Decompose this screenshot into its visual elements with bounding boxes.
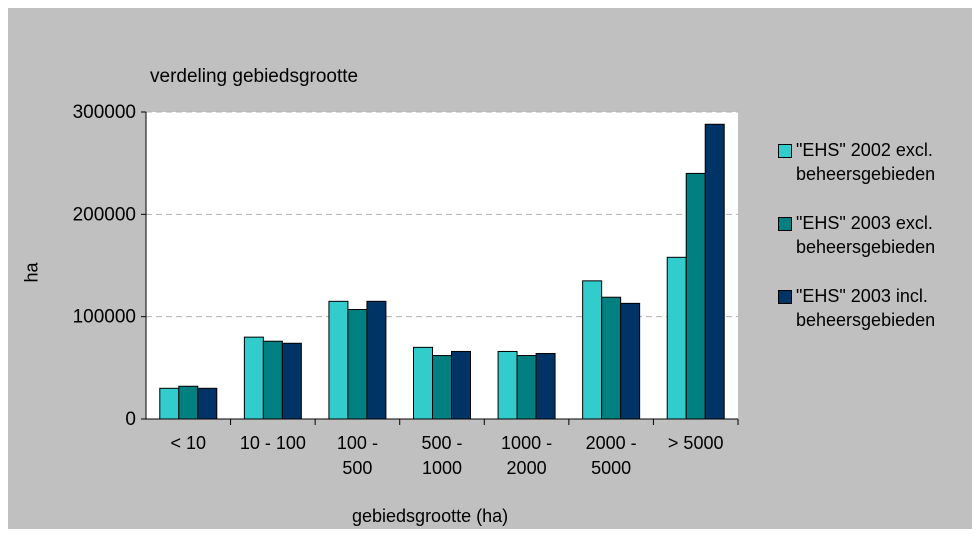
y-tick-label: 0 [125, 409, 136, 430]
legend: "EHS" 2002 excl. beheersgebieden "EHS" 2… [778, 138, 978, 357]
bar [516, 355, 537, 420]
legend-entry: "EHS" 2003 excl. beheersgebieden [778, 211, 978, 261]
bar [366, 300, 387, 420]
x-tick-label: < 10 [171, 433, 207, 453]
bar [432, 355, 452, 420]
bar [601, 296, 622, 420]
legend-swatch [778, 144, 792, 158]
bar [413, 346, 433, 420]
bar [685, 172, 706, 420]
y-tick-label: 200000 [73, 204, 136, 225]
x-tick-label: 2000 -5000 [586, 433, 637, 478]
y-tick-label: 300000 [73, 102, 136, 123]
x-tick-label: > 5000 [668, 433, 724, 453]
bar [497, 350, 518, 420]
legend-label: "EHS" 2002 excl. beheersgebieden [796, 140, 936, 184]
bar [281, 342, 302, 420]
y-tick-label: 100000 [73, 307, 136, 328]
bar [328, 300, 349, 420]
bar [347, 309, 368, 420]
legend-label: "EHS" 2003 excl. beheersgebieden [796, 213, 936, 257]
legend-entry: "EHS" 2002 excl. beheersgebieden [778, 138, 978, 188]
x-tick-label: 1000 -2000 [501, 433, 552, 478]
x-tick-label: 500 -1000 [421, 433, 462, 478]
x-axis-label: gebiedsgrootte (ha) [352, 506, 509, 526]
bar [178, 385, 199, 420]
bar [704, 123, 725, 420]
legend-entry: "EHS" 2003 incl. beheersgebieden [778, 284, 978, 334]
bar [666, 256, 687, 420]
x-tick-label: 100 -500 [337, 433, 378, 478]
bar [535, 353, 556, 420]
bar [159, 387, 180, 420]
bar [451, 350, 471, 420]
bar [243, 336, 264, 420]
legend-swatch [778, 217, 792, 231]
bar [262, 340, 283, 420]
bar [197, 387, 218, 420]
x-tick-label: 10 - 100 [240, 433, 306, 453]
legend-swatch [778, 290, 792, 304]
chart-title: verdeling gebiedsgrootte [150, 66, 359, 87]
bar [620, 302, 641, 420]
legend-label: "EHS" 2003 incl. beheersgebieden [796, 286, 936, 330]
bar [582, 280, 603, 420]
